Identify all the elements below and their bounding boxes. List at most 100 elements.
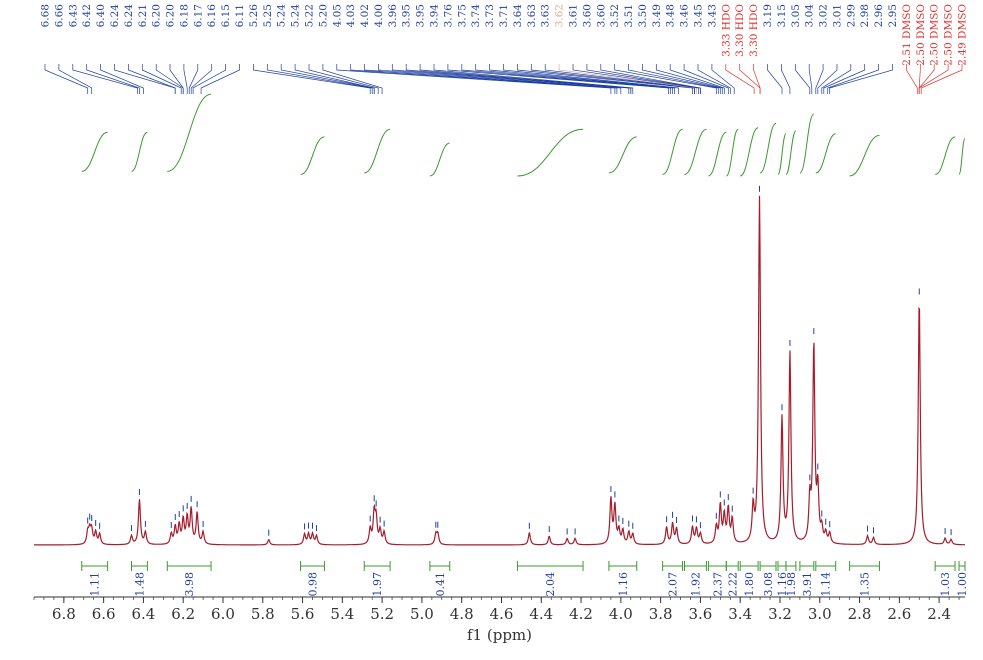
integral-value: 1.92	[689, 572, 702, 597]
peak-label: 3.75	[456, 4, 468, 27]
peak-label: 4.05	[331, 4, 343, 27]
x-tick-label: 3.6	[688, 605, 712, 623]
peak-label-connector	[817, 64, 838, 94]
peak-label: 3.63	[540, 4, 552, 27]
peak-label-connector	[433, 64, 634, 94]
peak-label: 5.22	[304, 4, 316, 27]
x-tick-label: 6.4	[131, 605, 155, 623]
peak-label: 3.52	[609, 4, 621, 27]
peak-label-connector	[517, 64, 693, 94]
peak-label: 3.19	[762, 4, 774, 27]
x-axis: 6.8 6.6 6.4 6.2 6.0 5.8 5.6 5.4 5.2 5.0 4.8 4.6 4.4 4…	[33, 596, 965, 623]
peak-label-connector	[920, 64, 963, 94]
peak-label: 3.33 HDO	[720, 4, 732, 57]
peak-label-connector	[823, 64, 866, 94]
peak-label: 3.63	[526, 4, 538, 27]
peak-label-connector	[391, 64, 630, 94]
peak-label: 3.51	[623, 4, 635, 27]
integral-curve	[429, 142, 450, 177]
peak-label: 3.74	[470, 4, 482, 28]
peak-label: 6.68	[40, 4, 52, 27]
peak-label-connector	[72, 64, 138, 94]
integral-curve	[759, 122, 777, 174]
integral-value: 2.37	[711, 572, 724, 597]
peak-label: 2.98	[859, 4, 871, 27]
peak-label-connector	[558, 64, 697, 94]
peak-label: 5.24	[276, 4, 288, 28]
peak-label: 6.24	[109, 4, 121, 28]
peak-label: 3.49	[651, 4, 663, 27]
peak-label: 4.03	[345, 4, 357, 27]
peak-label-connector	[461, 64, 671, 94]
peak-label: 3.30 HDO	[734, 4, 746, 57]
peak-label-connector	[767, 64, 783, 94]
peak-label: 2.49 DMSO	[957, 4, 969, 66]
peak-label-connector	[489, 64, 675, 94]
peak-label: 4.02	[359, 4, 371, 27]
peak-label-connector	[544, 64, 695, 94]
peak-label: 3.62	[554, 4, 566, 27]
x-tick-label: 5.0	[410, 605, 434, 623]
spectrum-trace	[34, 185, 965, 546]
peak-label: 6.40	[95, 4, 107, 27]
integral-curve	[777, 133, 787, 175]
x-axis-title: f1 (ppm)	[467, 626, 532, 644]
peak-label: 6.24	[123, 4, 135, 28]
peak-label-connector	[697, 64, 731, 94]
peak-label-connector	[753, 64, 761, 94]
peak-label: 2.50 DMSO	[915, 4, 927, 66]
x-tick-label: 6.6	[92, 605, 116, 623]
peak-labels: 6.68 6.66 6.43 6.42 6.40 6.24 6.24 6.21 6.20 6.20…	[40, 4, 969, 94]
integral-value: 1.16	[617, 572, 630, 597]
peak-label: 2.99	[845, 4, 857, 27]
peak-label: 5.25	[262, 4, 274, 27]
x-tick-label: 3.4	[728, 605, 752, 623]
x-tick-label: 2.8	[848, 605, 872, 623]
peak-label-connector	[128, 64, 176, 94]
x-tick-label: 2.4	[927, 605, 951, 623]
peak-label-connector	[364, 64, 618, 94]
integral-curve	[934, 136, 956, 175]
peak-label: 5.24	[290, 4, 302, 28]
peak-label: 3.04	[804, 4, 816, 28]
integral-value: 1.14	[820, 572, 833, 597]
peak-label: 3.15	[776, 4, 788, 27]
peak-label: 3.94	[429, 4, 441, 28]
peak-label: 3.05	[790, 4, 802, 27]
integral-curve	[517, 128, 584, 177]
peak-label-connector	[188, 64, 199, 94]
integral-value: 1.97	[371, 572, 384, 597]
peak-label: 6.20	[151, 4, 163, 27]
peak-label: 5.26	[248, 4, 260, 28]
x-tick-label: 5.4	[330, 605, 354, 623]
peak-label-connector	[183, 64, 188, 94]
peak-label-connector	[781, 64, 791, 94]
peak-label: 3.96	[387, 4, 399, 28]
x-tick-label: 6.2	[171, 605, 195, 623]
peak-label-connector	[655, 64, 723, 94]
peak-label: 6.43	[67, 4, 79, 27]
x-tick-label: 5.2	[370, 605, 394, 623]
peak-label-connector	[294, 64, 375, 94]
x-tick-label: 6.0	[211, 605, 235, 623]
peak-label: 3.95	[401, 4, 413, 27]
peak-label: 3.50	[637, 4, 649, 27]
integral-value: 1.03	[939, 572, 952, 597]
x-tick-label: 4.8	[450, 605, 474, 623]
integral-curve	[725, 128, 739, 177]
integral-curve	[785, 130, 797, 175]
integral-value: 2.07	[667, 572, 680, 597]
peak-label-connector	[815, 64, 824, 94]
x-tick-label: 5.8	[251, 605, 275, 623]
peak-label: 2.96	[873, 4, 885, 28]
integral-value: 0.41	[434, 572, 447, 597]
integral-curve	[364, 128, 391, 174]
integral-curve	[300, 136, 325, 175]
peak-label-connector	[58, 64, 93, 94]
peak-label-connector	[266, 64, 373, 94]
peak-label-connector	[906, 64, 918, 94]
x-tick-label: 3.2	[768, 605, 792, 623]
integral-curve	[684, 128, 707, 175]
peak-label: 2.95	[887, 4, 899, 27]
integral-value: 1.00	[956, 572, 969, 597]
